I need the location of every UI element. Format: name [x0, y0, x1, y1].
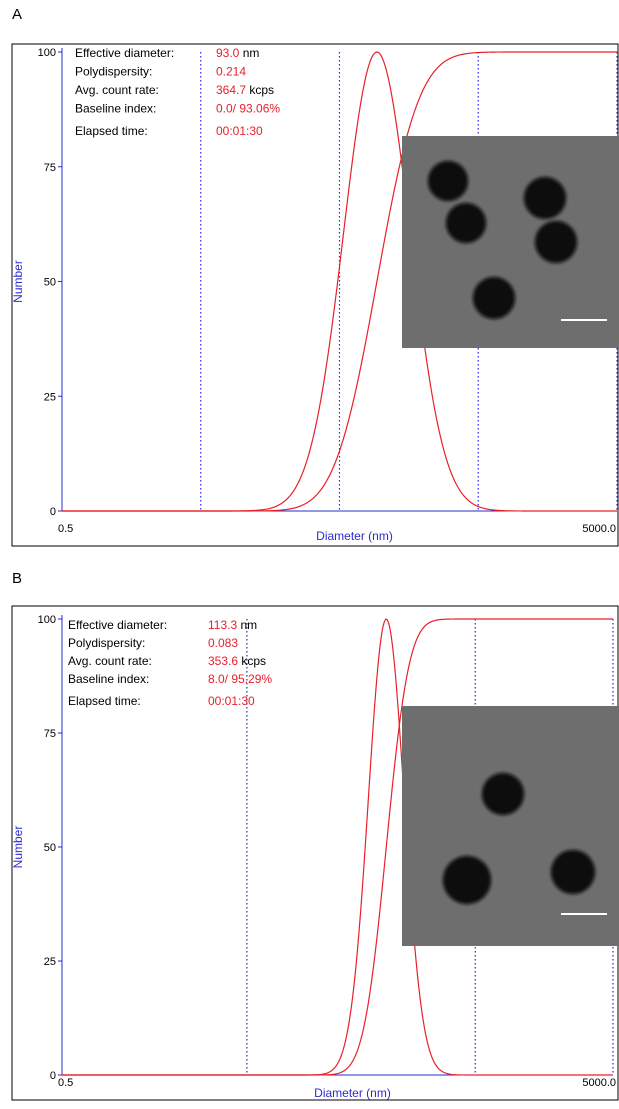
y-tick-label-0: 0 [50, 506, 56, 518]
inset-micrograph [402, 706, 619, 946]
info-value-1: 0.083 [208, 636, 238, 650]
particle-3 [535, 221, 577, 263]
x-axis-label: Diameter (nm) [314, 1086, 391, 1100]
panel-letter-b: B [12, 570, 23, 587]
particle-1 [443, 856, 491, 904]
info-value-2: 364.7 kcps [216, 83, 274, 97]
y-tick-label-100: 100 [38, 47, 56, 59]
info-value-3: 0.0/ 93.06% [216, 102, 280, 116]
info-value-4: 00:01:30 [208, 694, 255, 708]
y-tick-label-25: 25 [44, 391, 56, 403]
info-key-2: Avg. count rate: [75, 83, 159, 97]
info-value-0: 113.3 nm [208, 618, 257, 632]
series-cumulative-curve [62, 51, 617, 512]
info-unit-2: kcps [246, 83, 274, 97]
info-key-0: Effective diameter: [75, 46, 174, 60]
info-value-0: 93.0 nm [216, 46, 259, 60]
y-tick-label-75: 75 [44, 162, 56, 174]
x-axis-label: Diameter (nm) [316, 529, 393, 543]
info-unit-0: nm [239, 46, 259, 60]
info-value-1: 0.214 [216, 65, 246, 79]
info-key-3: Baseline index: [68, 672, 149, 686]
panel-letter-a: A [12, 6, 23, 23]
x-tick-label-min: 0.5 [58, 523, 73, 535]
y-tick-label-50: 50 [44, 842, 56, 854]
info-key-2: Avg. count rate: [68, 654, 152, 668]
info-key-1: Polydispersity: [75, 65, 152, 79]
y-axis-label: Number [11, 826, 25, 869]
particle-1 [524, 177, 566, 219]
info-key-4: Elapsed time: [68, 694, 141, 708]
info-value-3: 8.0/ 95.29% [208, 672, 272, 686]
info-value-2: 353.6 kcps [208, 654, 266, 668]
info-value-4: 00:01:30 [216, 124, 263, 138]
y-tick-label-25: 25 [44, 956, 56, 968]
x-tick-label-max: 5000.0 [582, 1077, 616, 1089]
info-unit-2: kcps [238, 654, 266, 668]
y-tick-label-50: 50 [44, 277, 56, 289]
y-tick-label-75: 75 [44, 728, 56, 740]
x-tick-label-min: 0.5 [58, 1077, 73, 1089]
particle-0 [482, 773, 524, 815]
particle-0 [428, 161, 468, 201]
chart-a: 0 25 50 75 100 0.5 5000.0 Diameter (nm) Number Ef… [11, 43, 619, 547]
y-tick-label-100: 100 [38, 614, 56, 626]
x-tick-label-max: 5000.0 [582, 523, 616, 535]
info-key-4: Elapsed time: [75, 124, 148, 138]
series-cumulative-curve [62, 618, 613, 1076]
info-key-1: Polydispersity: [68, 636, 145, 650]
y-tick-label-0: 0 [50, 1070, 56, 1082]
y-axis-label: Number [11, 260, 25, 303]
particle-2 [446, 203, 486, 243]
particle-4 [473, 277, 515, 319]
info-unit-0: nm [237, 618, 257, 632]
chart-b: 0 25 50 75 100 0.5 5000.0 Diameter (nm) Number Ef… [11, 605, 619, 1101]
particle-2 [551, 850, 595, 894]
info-key-3: Baseline index: [75, 102, 156, 116]
info-key-0: Effective diameter: [68, 618, 167, 632]
